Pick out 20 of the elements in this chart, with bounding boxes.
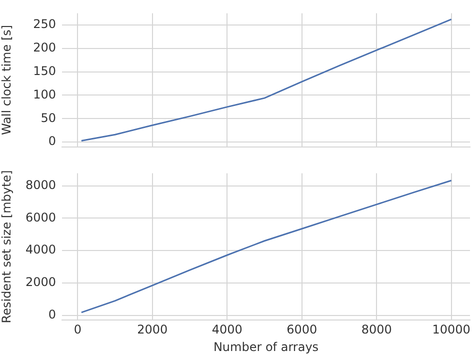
y-tick-label: 6000 — [25, 210, 56, 224]
x-tick-label: 2000 — [137, 322, 168, 337]
x-axis-title: Number of arrays — [213, 340, 319, 354]
y-tick-label: 0 — [48, 307, 56, 322]
y-axis-title: Resident set size [mbyte] — [0, 170, 14, 324]
x-tick-label: 8000 — [361, 322, 392, 337]
y-tick-label: 200 — [33, 40, 56, 54]
y-tick-label: 100 — [33, 87, 56, 102]
y-tick-label: 2000 — [25, 275, 56, 290]
x-tick-label: 0 — [74, 322, 82, 337]
y-axis-title: Wall clock time [s] — [0, 24, 14, 136]
x-tick-label: 10000 — [432, 322, 470, 337]
y-tick-label: 0 — [48, 134, 56, 148]
y-tick-label: 150 — [33, 64, 56, 78]
x-tick-label: 4000 — [212, 322, 242, 337]
x-tick-label: 6000 — [286, 322, 318, 337]
y-tick-label: 4000 — [25, 242, 56, 257]
y-tick-label: 8000 — [25, 178, 56, 192]
y-tick-label: 50 — [40, 110, 56, 125]
y-tick-label: 250 — [33, 17, 56, 32]
